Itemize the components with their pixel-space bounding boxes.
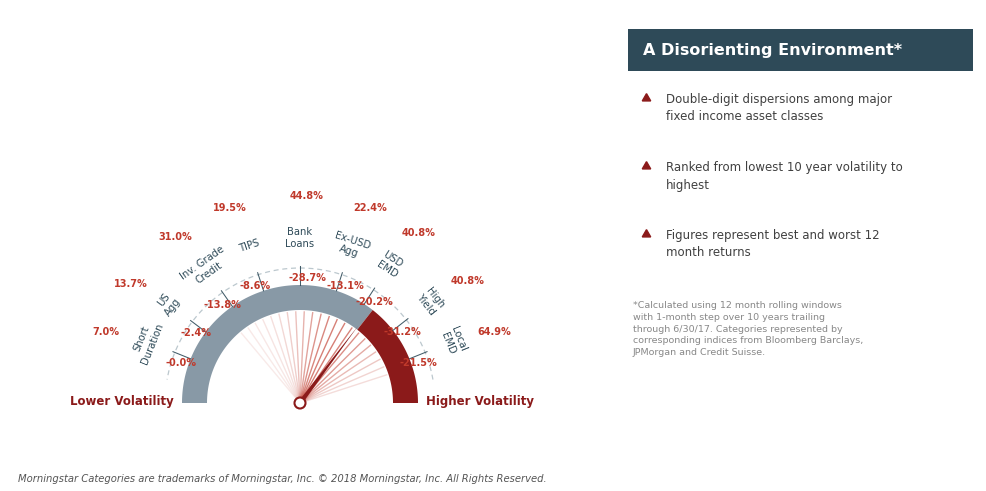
Text: -0.0%: -0.0%: [166, 357, 197, 368]
Text: Short
Duration: Short Duration: [129, 317, 166, 365]
Text: -13.8%: -13.8%: [204, 300, 242, 310]
Text: Bank
Loans: Bank Loans: [285, 227, 315, 249]
Text: -8.6%: -8.6%: [240, 281, 270, 291]
Text: -28.7%: -28.7%: [288, 273, 326, 283]
Text: Lower Volatility: Lower Volatility: [70, 394, 174, 408]
Text: 22.4%: 22.4%: [354, 203, 387, 213]
Text: Double-digit dispersions among major
fixed income asset classes: Double-digit dispersions among major fix…: [666, 93, 892, 124]
Text: Local
EMD: Local EMD: [438, 325, 467, 357]
Text: 19.5%: 19.5%: [213, 203, 246, 213]
Text: USD
EMD: USD EMD: [375, 249, 405, 280]
Text: 40.8%: 40.8%: [451, 276, 484, 286]
Polygon shape: [357, 310, 418, 403]
Polygon shape: [298, 326, 358, 404]
Text: TIPS: TIPS: [238, 238, 260, 254]
Text: 44.8%: 44.8%: [290, 191, 324, 201]
Text: Figures represent best and worst 12
month returns: Figures represent best and worst 12 mont…: [666, 229, 880, 260]
Text: 13.7%: 13.7%: [113, 279, 147, 289]
Polygon shape: [182, 285, 373, 403]
Text: -31.2%: -31.2%: [384, 327, 422, 336]
Text: 31.0%: 31.0%: [159, 232, 192, 243]
Text: Inv. Grade
Credit: Inv. Grade Credit: [178, 245, 233, 291]
Text: 40.8%: 40.8%: [401, 228, 436, 238]
Text: US
Agg: US Agg: [154, 289, 182, 318]
Bar: [628, 29, 973, 71]
Text: 64.9%: 64.9%: [477, 327, 512, 337]
Text: 7.0%: 7.0%: [92, 327, 119, 337]
Text: Ranked from lowest 10 year volatility to
highest: Ranked from lowest 10 year volatility to…: [666, 161, 903, 191]
Text: High
Yield: High Yield: [414, 285, 446, 318]
Text: Ex-USD
Agg: Ex-USD Agg: [330, 230, 372, 262]
Text: -13.1%: -13.1%: [326, 281, 364, 291]
Text: -21.5%: -21.5%: [399, 357, 438, 368]
Text: -20.2%: -20.2%: [355, 297, 392, 307]
Text: -2.4%: -2.4%: [180, 328, 211, 338]
Text: A Disorienting Environment*: A Disorienting Environment*: [643, 43, 902, 57]
Text: Higher Volatility: Higher Volatility: [426, 394, 534, 408]
Text: *Calculated using 12 month rolling windows
with 1-month step over 10 years trail: *Calculated using 12 month rolling windo…: [633, 301, 864, 357]
Circle shape: [295, 398, 306, 409]
Text: Morningstar Categories are trademarks of Morningstar, Inc. © 2018 Morningstar, I: Morningstar Categories are trademarks of…: [18, 474, 546, 484]
